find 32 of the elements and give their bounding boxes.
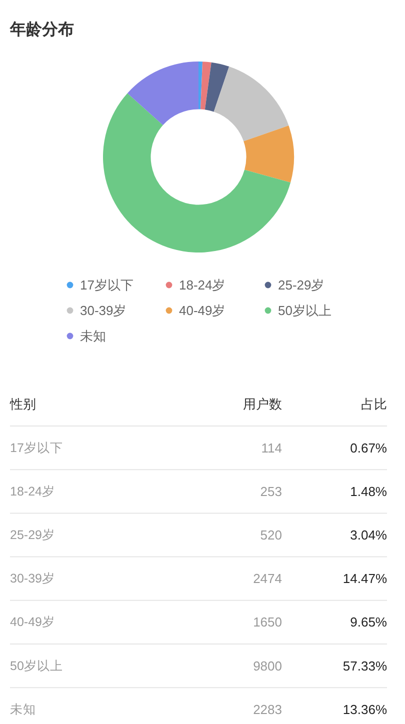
legend-label: 30-39岁 xyxy=(80,303,126,318)
legend-label: 18-24岁 xyxy=(179,278,226,292)
chart-title: 年龄分布 xyxy=(9,20,74,38)
data-label: 13.36% xyxy=(342,702,388,717)
data-label: 9800 xyxy=(253,658,282,674)
category-label: 25-29岁 xyxy=(10,528,55,542)
data-label: 1.48% xyxy=(350,484,388,499)
legend-label: 25-29岁 xyxy=(278,278,324,292)
data-label: 1650 xyxy=(253,614,282,630)
data-label: 253 xyxy=(260,484,282,499)
legend-label: 50岁以上 xyxy=(278,303,332,318)
category-label: 40-49岁 xyxy=(10,615,55,630)
category-label: 未知 xyxy=(10,702,36,716)
legend-label: 未知 xyxy=(80,328,106,344)
legend-label: 40-49岁 xyxy=(179,303,226,318)
data-label: 2283 xyxy=(253,702,282,717)
category-label: 17岁以下 xyxy=(10,440,63,455)
data-label: 114 xyxy=(261,440,282,456)
text: 占比 xyxy=(361,396,387,412)
category-label: 18-24岁 xyxy=(10,484,55,498)
data-label: 3.04% xyxy=(350,528,388,542)
data-label: 9.65% xyxy=(350,614,388,630)
text: 用户数 xyxy=(243,396,282,412)
data-label: 14.47% xyxy=(342,571,388,586)
category-label: 50岁以上 xyxy=(10,658,63,673)
data-label: 520 xyxy=(260,528,282,542)
data-label: 0.67% xyxy=(350,440,388,456)
data-label: 2474 xyxy=(253,571,282,586)
text: 性别 xyxy=(9,396,36,412)
category-label: 30-39岁 xyxy=(10,572,55,586)
legend-label: 17岁以下 xyxy=(80,278,134,292)
data-label: 57.33% xyxy=(342,658,388,674)
